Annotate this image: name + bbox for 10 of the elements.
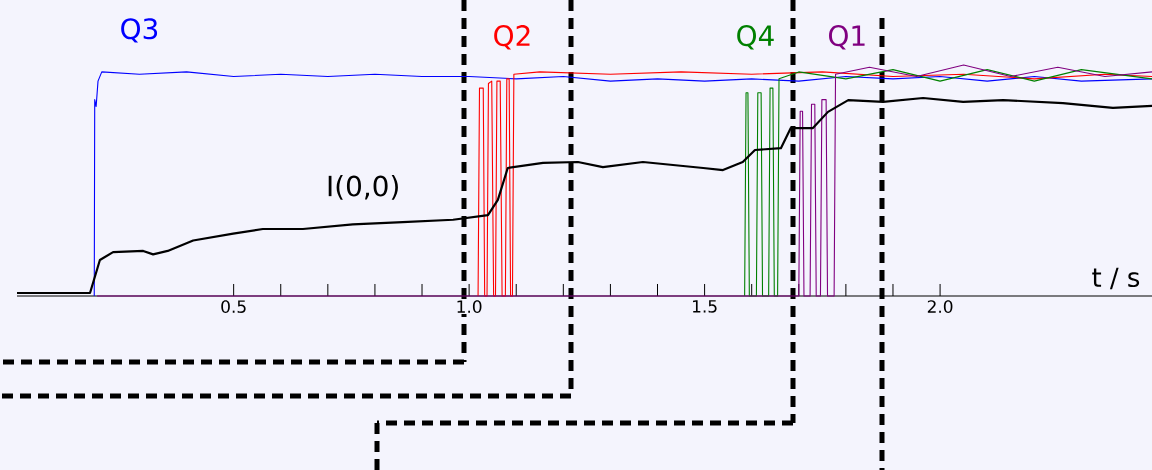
x-axis-title: t / s xyxy=(1092,267,1140,290)
series-label: I(0,0) xyxy=(328,175,398,200)
x-tick-label: 1.5 xyxy=(692,300,717,313)
series-label: Q3 xyxy=(121,18,158,43)
x-tick-label: 1.0 xyxy=(457,300,482,313)
series-label: Q1 xyxy=(829,25,865,50)
series-label: Q2 xyxy=(494,25,530,50)
series-label: Q4 xyxy=(737,25,774,50)
x-tick-label: 0.5 xyxy=(221,300,246,313)
x-tick-label: 2.0 xyxy=(927,300,953,313)
